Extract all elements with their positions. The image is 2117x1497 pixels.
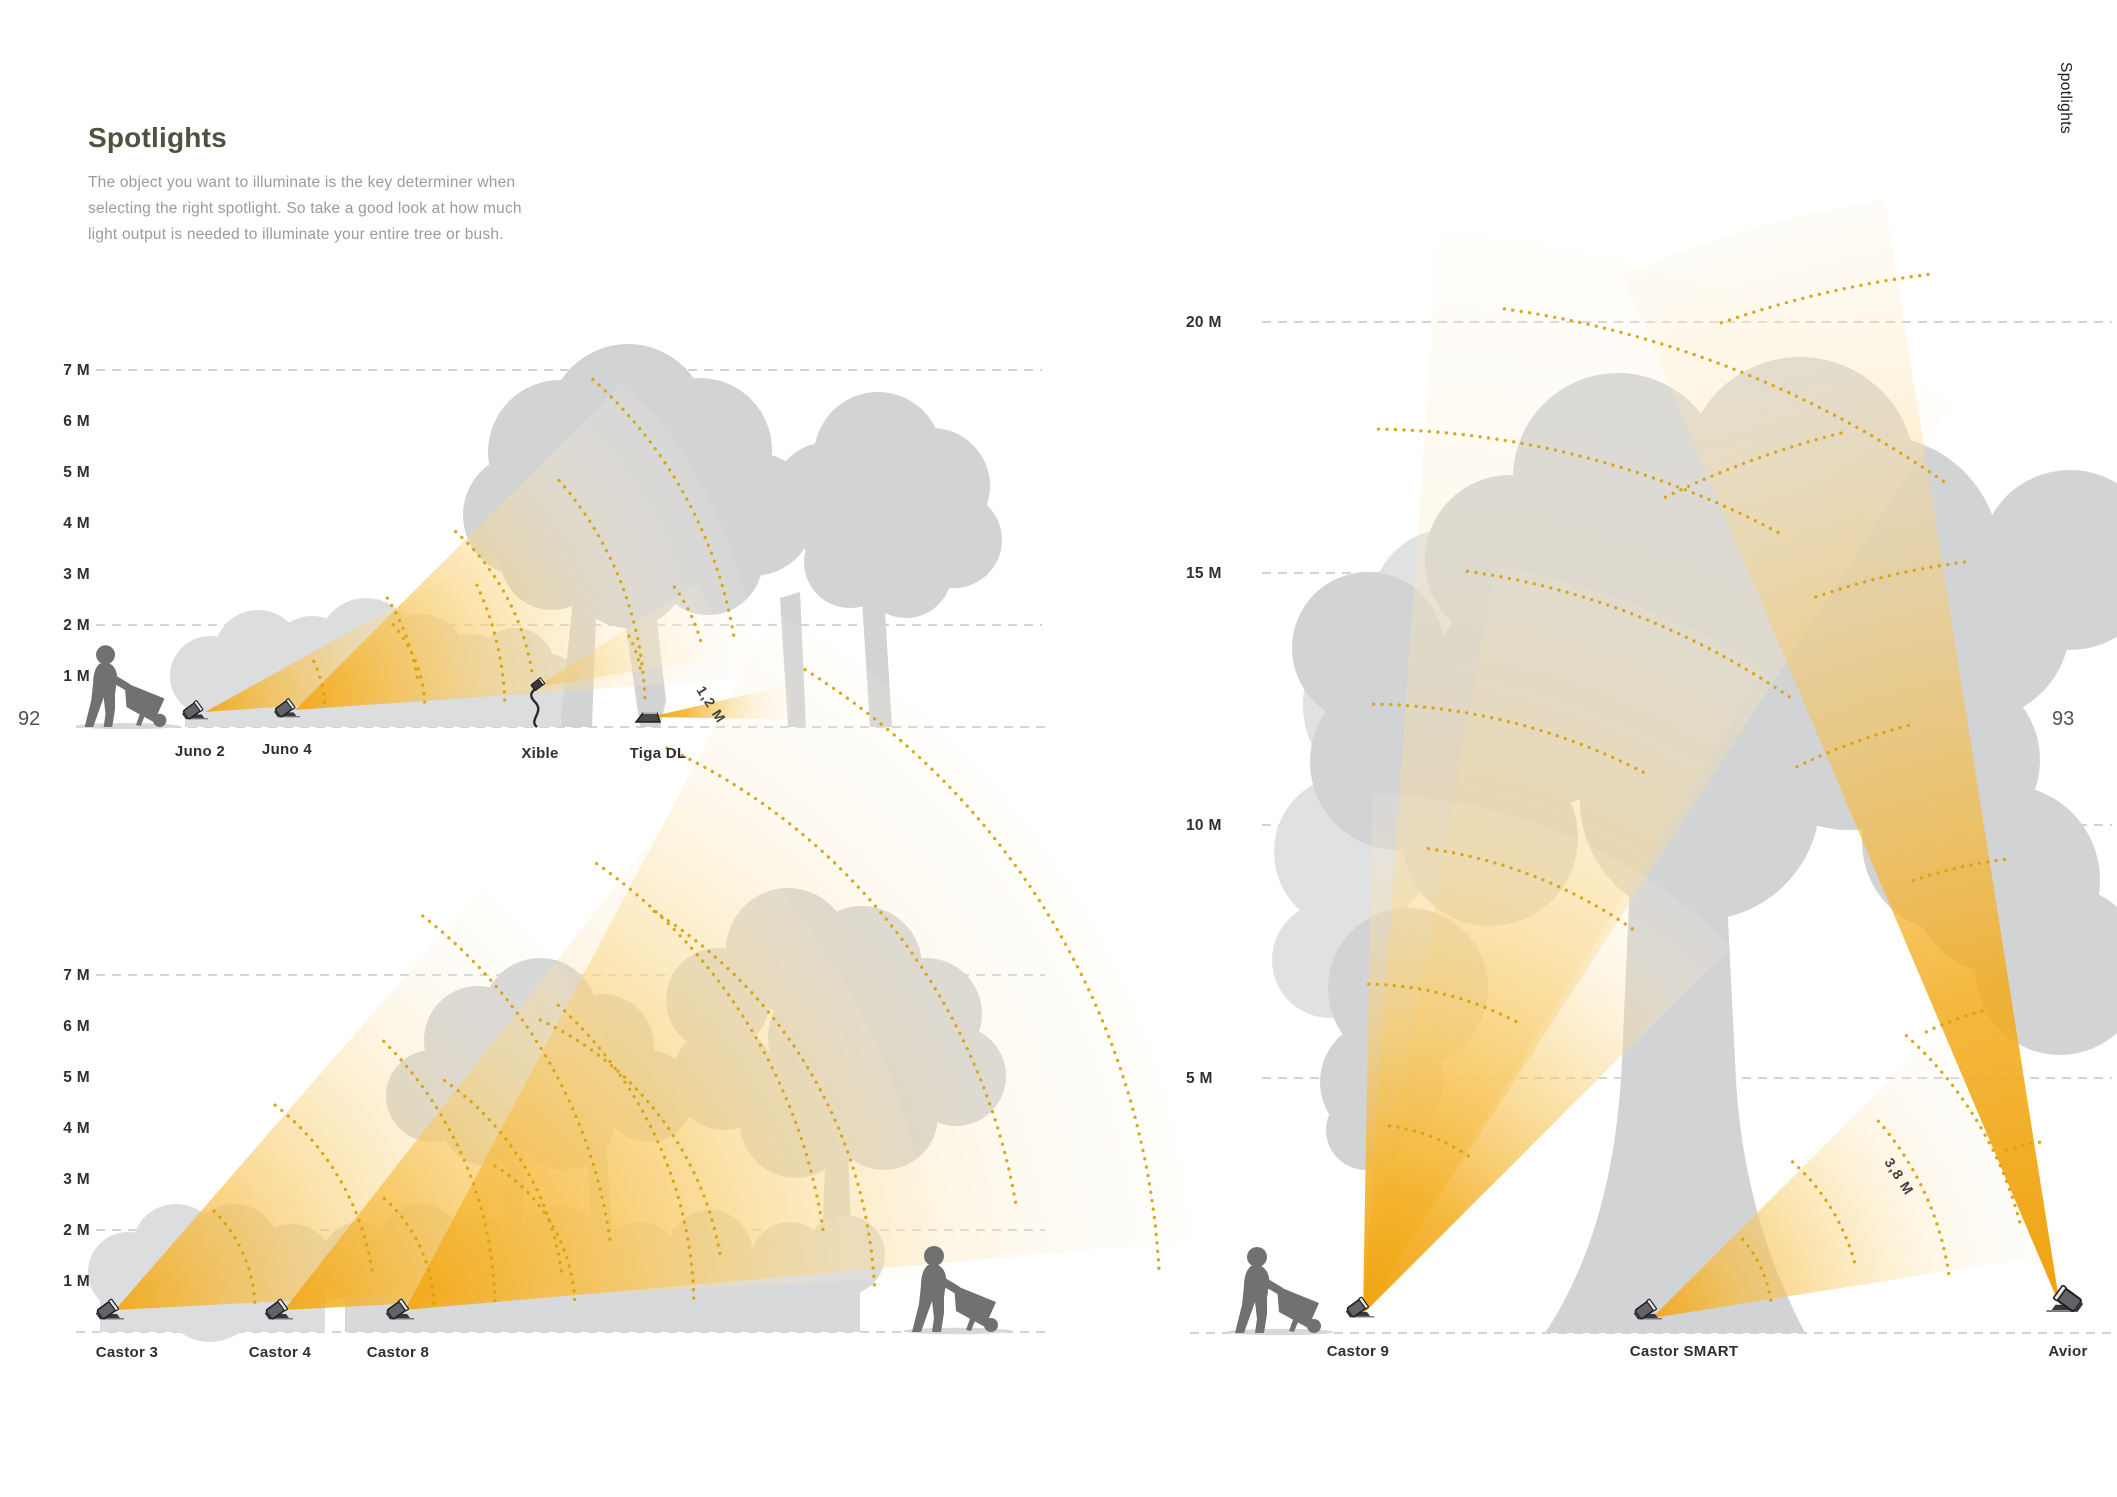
page-number-left: 92 <box>18 708 41 730</box>
product-label: Castor SMART <box>1630 1343 1739 1360</box>
product-label: Avior <box>2048 1343 2087 1360</box>
tree-foliage <box>772 392 1002 618</box>
product-label: Castor 4 <box>249 1344 312 1361</box>
beam-reach-dots-castor-9-outer <box>1367 982 1520 1025</box>
scale-label: 2 M <box>63 1222 90 1239</box>
light-beam-castor-9-core <box>1363 794 1731 1314</box>
beam-reach-dots-castor-9-outer <box>1502 307 1947 485</box>
beam-reach-dots-castor-8 <box>665 746 1018 1204</box>
spotlight-fixture-xible <box>530 676 546 728</box>
beam-reach-dots-castor-3 <box>273 1103 375 1276</box>
product-label: Xible <box>521 745 558 762</box>
beam-reach-dots-castor-9-outer <box>1376 427 1781 535</box>
spotlight-fixture-castor-8 <box>385 1298 414 1320</box>
beam-reach-dots-castor-9-outer <box>1426 846 1635 931</box>
beam-reach-dots-xible <box>627 634 643 676</box>
beam-reach-dots-avior <box>1719 272 1935 325</box>
scale-label: 7 M <box>63 967 90 984</box>
scale-label: 4 M <box>63 1120 90 1137</box>
scale-label: 3 M <box>63 1171 90 1188</box>
intro-line-2: selecting the right spotlight. So take a… <box>88 200 522 217</box>
beam-reach-dots-avior <box>2004 1140 2042 1152</box>
beam-reach-dots-castor-3 <box>382 1039 497 1306</box>
beam-reach-dots-avior <box>1814 559 1971 599</box>
beam-reach-dots-castor-3 <box>421 914 612 1243</box>
light-beam-xible <box>537 583 725 687</box>
scale-label: 5 M <box>63 1069 90 1086</box>
scale-label: 5 M <box>1186 1070 1213 1087</box>
beam-reach-dots-castor-smart <box>1740 1237 1773 1306</box>
light-beam-castor-smart <box>1652 1031 2052 1318</box>
page-number-right: 93 <box>2052 708 2075 730</box>
spotlight-fixture-juno-2 <box>182 700 209 720</box>
product-label: Castor 3 <box>96 1344 158 1361</box>
intro-line-1: The object you want to illuminate is the… <box>88 174 516 191</box>
product-label: Castor 8 <box>367 1344 429 1361</box>
product-label: Juno 4 <box>262 741 312 758</box>
scale-label: 6 M <box>63 1018 90 1035</box>
spotlight-fixture-tiga-dl <box>634 712 662 723</box>
beam-reach-dots-castor-smart <box>1904 1033 2023 1228</box>
beam-reach-dots-castor-8 <box>538 1018 722 1257</box>
beam-reach-dots-avior <box>1795 722 1917 769</box>
product-label: Castor 9 <box>1327 1343 1389 1360</box>
scale-label: 1 M <box>63 668 90 685</box>
scale-label: 15 M <box>1186 565 1222 582</box>
scale-label: 6 M <box>63 413 90 430</box>
product-label: Tiga DL <box>630 745 687 762</box>
spotlight-fixture-castor-smart <box>1633 1298 1662 1320</box>
light-beam-castor-8 <box>405 612 1192 1310</box>
person-wheelbarrow <box>903 1246 1011 1335</box>
beam-reach-dots-xible <box>672 585 704 648</box>
beam-reach-dots-juno-4 <box>453 529 534 675</box>
product-label: Juno 2 <box>175 743 225 760</box>
beam-reach-dots-juno-2 <box>312 659 327 710</box>
spotlight-fixture-castor-3 <box>95 1298 124 1320</box>
spotlight-fixture-juno-4 <box>274 698 301 718</box>
intro-line-3: light output is needed to illuminate you… <box>88 226 504 243</box>
scale-label: 4 M <box>63 515 90 532</box>
beam-reach-dots-avior <box>1663 431 1844 499</box>
beam-reach-dots-castor-smart <box>1790 1160 1858 1269</box>
scale-label: 10 M <box>1186 817 1222 834</box>
person-wheelbarrow <box>76 645 179 730</box>
beam-reach-dots-juno-2 <box>475 583 507 704</box>
light-beam-avior <box>1622 199 2060 1306</box>
beam-reach-dots-castor-9-outer <box>1371 702 1652 778</box>
spotlight-fixture-avior <box>2046 1284 2083 1313</box>
spotlight-fixture-castor-9 <box>1345 1296 1374 1318</box>
spotlight-fixture-castor-4 <box>264 1298 293 1320</box>
beam-reach-dots-juno-2 <box>385 596 420 681</box>
scale-label: 5 M <box>63 464 90 481</box>
scale-label: 1 M <box>63 1273 90 1290</box>
chapter-side-tab: Spotlights <box>2057 62 2074 135</box>
beam-reach-dots-castor-8 <box>803 668 1161 1273</box>
scale-label: 7 M <box>63 362 90 379</box>
intro-paragraph: The object you want to illuminate is the… <box>88 170 522 248</box>
beam-reach-dots-castor-9-outer <box>1387 1124 1474 1161</box>
beam-reach-dots-juno-4 <box>557 478 647 700</box>
scale-label: 3 M <box>63 566 90 583</box>
person-wheelbarrow <box>1226 1247 1334 1336</box>
beam-reach-dots-juno-4 <box>391 623 427 708</box>
scale-label: 20 M <box>1186 314 1222 331</box>
scale-label: 2 M <box>63 617 90 634</box>
page-title: Spotlights <box>88 122 227 153</box>
beam-reach-dots-castor-9-outer <box>1465 569 1795 702</box>
beam-reach-dots-juno-4 <box>591 377 737 643</box>
